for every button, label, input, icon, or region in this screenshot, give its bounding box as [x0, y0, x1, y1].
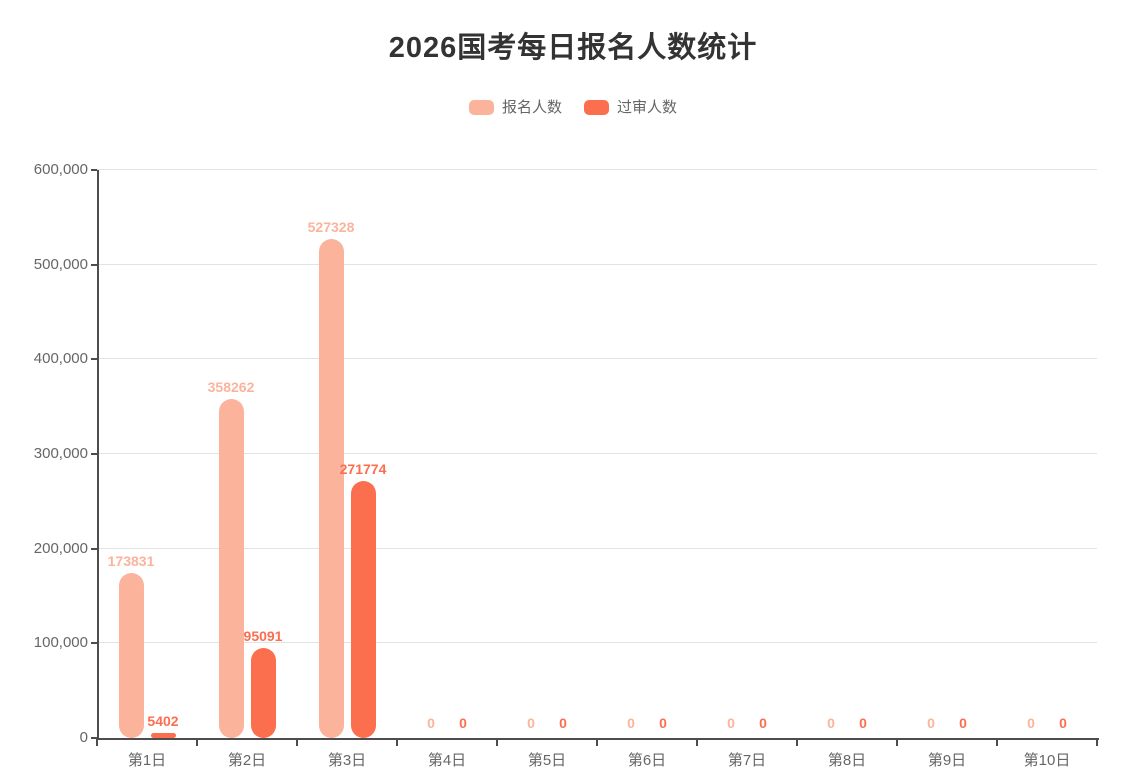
x-axis-label-day2: 第2日 — [227, 752, 267, 769]
bar-label-series2-day1: 5402 — [147, 712, 179, 729]
legend-marker-series2 — [584, 100, 609, 115]
bar-label-series2-day10: 0 — [1059, 715, 1067, 731]
legend-label-series2: 过审人数 — [617, 99, 678, 116]
bar-label-series1-day8: 0 — [827, 715, 835, 731]
y-axis-tick-label-600000: 600,000 — [33, 161, 88, 178]
y-axis-tick-label-0: 0 — [79, 729, 88, 746]
bar-series1-day1[interactable] — [118, 573, 144, 738]
x-axis-line — [97, 738, 1099, 740]
legend-marker-series1 — [468, 100, 494, 115]
x-axis-label-day4: 第4日 — [427, 752, 467, 769]
y-axis-line — [97, 170, 99, 740]
x-axis-tick-0 — [96, 738, 98, 746]
x-axis-label-day10: 第10日 — [1023, 752, 1071, 769]
plot-area: 0 100,000 200,000 300,000 400,000 500,000 600,… — [34, 162, 1099, 769]
bar-label-series2-day3: 271774 — [339, 460, 387, 477]
y-axis-tick-300000 — [91, 453, 97, 455]
bar-label-series1-day7: 0 — [727, 715, 735, 731]
y-axis-tick-500000 — [91, 263, 97, 266]
grid-line-100000 — [97, 642, 1097, 644]
y-axis-tick-0 — [91, 737, 97, 739]
grid-line-600000 — [97, 169, 1097, 170]
x-axis-label-day5: 第5日 — [527, 752, 567, 769]
bar-label-series2-day5: 0 — [559, 715, 567, 731]
x-axis-label-day7: 第7日 — [727, 752, 767, 769]
y-axis-tick-600000 — [91, 169, 97, 171]
grid-line-400000 — [97, 358, 1097, 360]
y-axis-tick-label-100000: 100,000 — [33, 634, 88, 652]
bar-label-series1-day4: 0 — [427, 715, 435, 731]
bar-label-series2-day4: 0 — [459, 715, 467, 731]
bar-label-series2-day7: 0 — [759, 715, 767, 731]
legend-label-series1: 报名人数 — [501, 99, 562, 116]
bar-label-series2-day2: 95091 — [243, 627, 283, 644]
y-axis-tick-200000 — [91, 547, 97, 550]
y-axis-tick-label-400000: 400,000 — [33, 350, 88, 368]
grid-line-500000 — [97, 263, 1097, 265]
x-axis-tick-4 — [496, 738, 498, 746]
bar-label-series1-day2: 358262 — [207, 378, 255, 395]
bar-label-series1-day3: 527328 — [307, 218, 355, 235]
x-axis-tick-8 — [896, 738, 898, 746]
x-axis-tick-2 — [296, 738, 298, 746]
legend-item-series2[interactable]: 过审人数 — [584, 100, 677, 115]
bar-series2-day2[interactable] — [250, 647, 276, 738]
x-axis-label-day9: 第9日 — [927, 752, 967, 769]
x-axis-tick-3 — [396, 738, 398, 746]
bar-label-series1-day5: 0 — [527, 715, 535, 731]
x-axis-tick-6 — [696, 738, 698, 746]
x-axis-label-day8: 第8日 — [827, 752, 867, 769]
bar-label-series2-day9: 0 — [959, 715, 967, 731]
legend: 报名人数 过审人数 — [0, 100, 1146, 115]
bar-series1-day2[interactable] — [218, 398, 244, 738]
x-axis-label-day1: 第1日 — [127, 752, 167, 769]
bar-label-series1-day6: 0 — [627, 715, 635, 731]
legend-item-series1[interactable]: 报名人数 — [468, 99, 562, 116]
y-axis-tick-label-200000: 200,000 — [33, 539, 88, 557]
chart-title: 2026国考每日报名人数统计 — [388, 32, 758, 64]
grid-line-300000 — [97, 453, 1097, 454]
y-axis-tick-400000 — [91, 358, 97, 361]
bar-label-series2-day8: 0 — [859, 715, 867, 731]
x-axis-tick-5 — [596, 738, 598, 746]
x-axis-label-day3: 第3日 — [327, 752, 367, 769]
y-axis-tick-label-500000: 500,000 — [33, 255, 88, 273]
bar-series2-day1[interactable] — [150, 732, 176, 738]
x-axis-tick-7 — [796, 738, 798, 746]
x-axis-tick-9 — [996, 738, 998, 746]
x-axis-tick-10 — [1096, 738, 1098, 746]
y-axis-tick-100000 — [91, 642, 97, 645]
bar-label-series2-day6: 0 — [659, 715, 667, 731]
y-axis-tick-label-300000: 300,000 — [33, 445, 88, 462]
x-axis-tick-1 — [196, 738, 198, 746]
bar-label-series1-day10: 0 — [1027, 715, 1035, 731]
bar-label-series1-day9: 0 — [927, 715, 935, 731]
grid-line-200000 — [97, 547, 1097, 549]
bar-label-series1-day1: 173831 — [107, 553, 155, 570]
x-axis-label-day6: 第6日 — [627, 752, 667, 769]
bar-series1-day3[interactable] — [318, 238, 344, 738]
bar-series2-day3[interactable] — [350, 480, 376, 738]
